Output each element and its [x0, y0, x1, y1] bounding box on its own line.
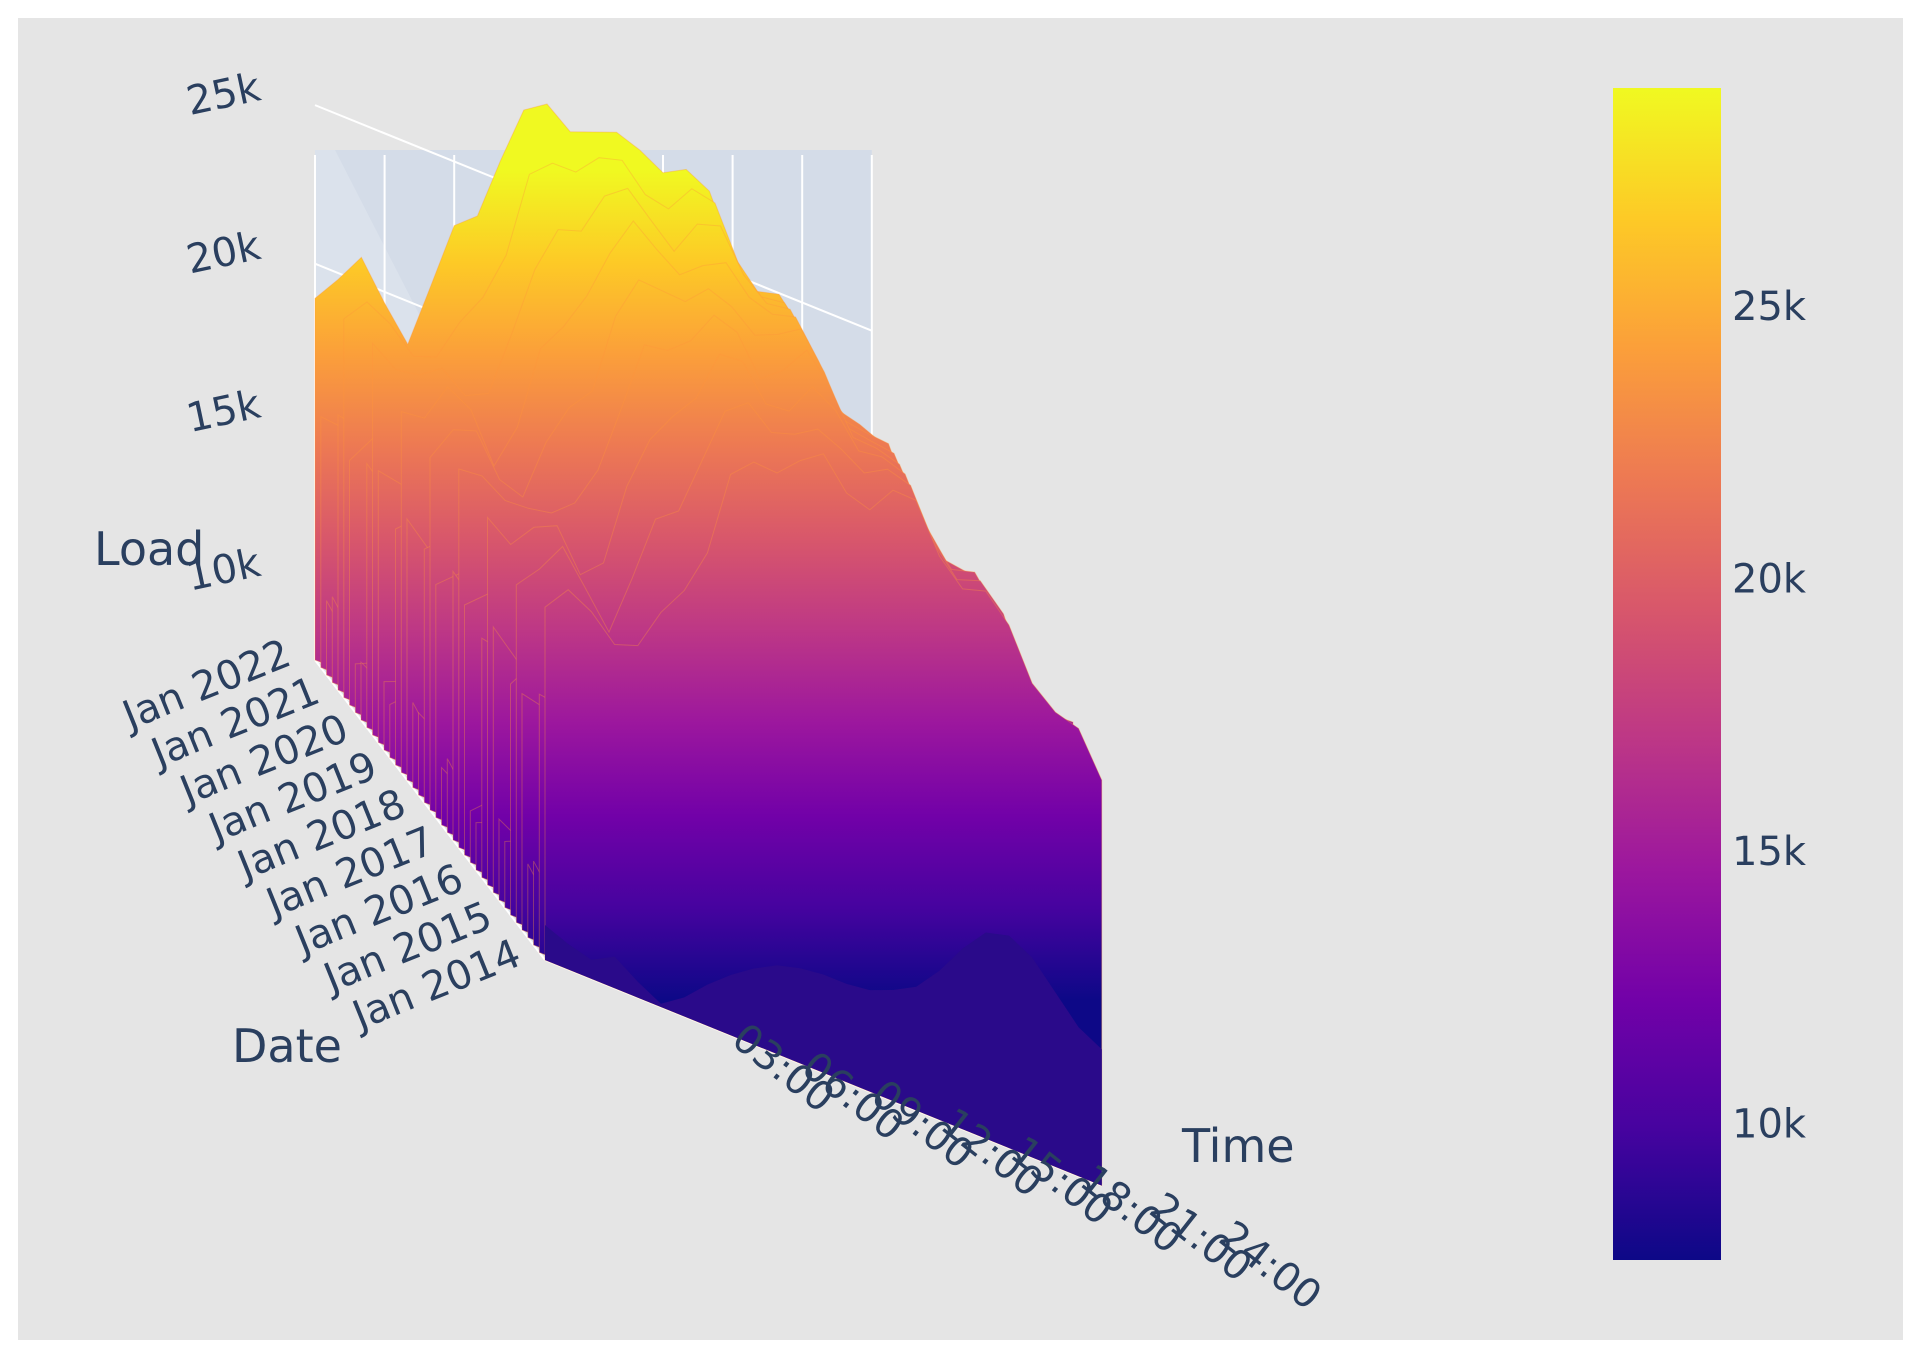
colorbar-tick-label: 20k: [1732, 557, 1807, 603]
load-surface: [314, 103, 1103, 1187]
surface-front-face: [545, 925, 1102, 1186]
colorbar-tick-label: 25k: [1732, 284, 1807, 330]
colorbar-tick-label: 15k: [1732, 829, 1807, 875]
colorbar: [1613, 88, 1721, 1260]
y-axis-title: Date: [232, 1019, 342, 1073]
x-axis-title: Time: [1181, 1119, 1295, 1173]
colorbar-tick-label: 10k: [1732, 1102, 1807, 1148]
z-axis-title: Load: [94, 522, 204, 576]
colorbar-ticks: 10k 15k 20k 25k: [1732, 284, 1807, 1148]
